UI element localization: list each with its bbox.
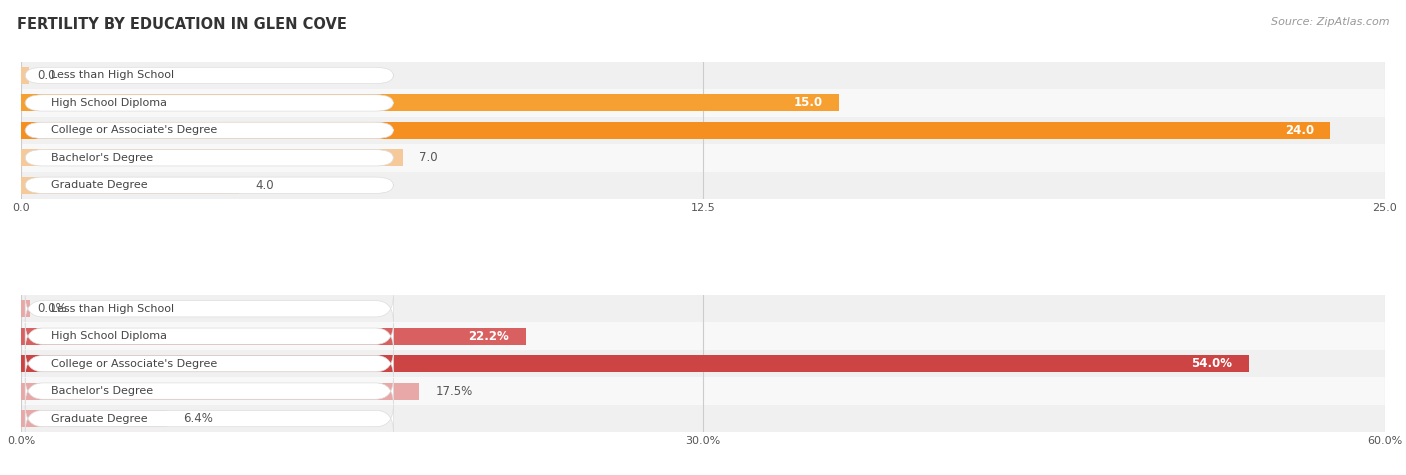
Text: High School Diploma: High School Diploma	[51, 331, 167, 341]
Text: College or Associate's Degree: College or Associate's Degree	[51, 359, 218, 369]
FancyBboxPatch shape	[25, 67, 394, 84]
FancyBboxPatch shape	[25, 295, 394, 322]
Bar	[21, 149, 404, 166]
Text: 0.0: 0.0	[38, 69, 56, 82]
Text: FERTILITY BY EDUCATION IN GLEN COVE: FERTILITY BY EDUCATION IN GLEN COVE	[17, 17, 347, 32]
Text: Bachelor's Degree: Bachelor's Degree	[51, 153, 153, 163]
Bar	[21, 405, 1385, 432]
Text: Less than High School: Less than High School	[51, 304, 174, 314]
Text: Graduate Degree: Graduate Degree	[51, 180, 148, 190]
Bar	[21, 300, 30, 317]
Bar	[21, 382, 419, 399]
Text: Bachelor's Degree: Bachelor's Degree	[51, 386, 153, 396]
Bar	[21, 171, 1385, 199]
FancyBboxPatch shape	[25, 405, 394, 432]
Bar	[21, 62, 1385, 89]
Bar	[21, 328, 526, 345]
Bar	[21, 89, 1385, 117]
FancyBboxPatch shape	[25, 150, 394, 166]
Bar	[21, 295, 1385, 323]
Bar	[21, 144, 1385, 171]
Text: Graduate Degree: Graduate Degree	[51, 414, 148, 424]
Bar	[21, 323, 1385, 350]
Text: Source: ZipAtlas.com: Source: ZipAtlas.com	[1271, 17, 1389, 27]
Text: 22.2%: 22.2%	[468, 330, 509, 342]
Text: 4.0: 4.0	[256, 179, 274, 192]
Text: 0.0%: 0.0%	[38, 302, 67, 315]
FancyBboxPatch shape	[25, 351, 394, 377]
Bar	[21, 117, 1385, 144]
Bar	[21, 350, 1385, 377]
FancyBboxPatch shape	[25, 95, 394, 111]
FancyBboxPatch shape	[25, 323, 394, 350]
Text: Less than High School: Less than High School	[51, 70, 174, 80]
Text: 7.0: 7.0	[419, 152, 437, 164]
FancyBboxPatch shape	[25, 378, 394, 404]
Text: High School Diploma: High School Diploma	[51, 98, 167, 108]
Bar	[21, 377, 1385, 405]
Bar	[21, 122, 1330, 139]
Text: 15.0: 15.0	[794, 96, 823, 109]
Text: College or Associate's Degree: College or Associate's Degree	[51, 125, 218, 135]
Text: 24.0: 24.0	[1285, 124, 1315, 137]
Bar	[21, 410, 166, 427]
Text: 54.0%: 54.0%	[1191, 357, 1232, 370]
Bar	[21, 355, 1249, 372]
Text: 17.5%: 17.5%	[436, 385, 472, 398]
FancyBboxPatch shape	[25, 122, 394, 139]
FancyBboxPatch shape	[25, 177, 394, 193]
Text: 6.4%: 6.4%	[183, 412, 212, 425]
Bar	[21, 95, 839, 112]
Bar	[21, 177, 239, 194]
Bar	[21, 67, 30, 84]
